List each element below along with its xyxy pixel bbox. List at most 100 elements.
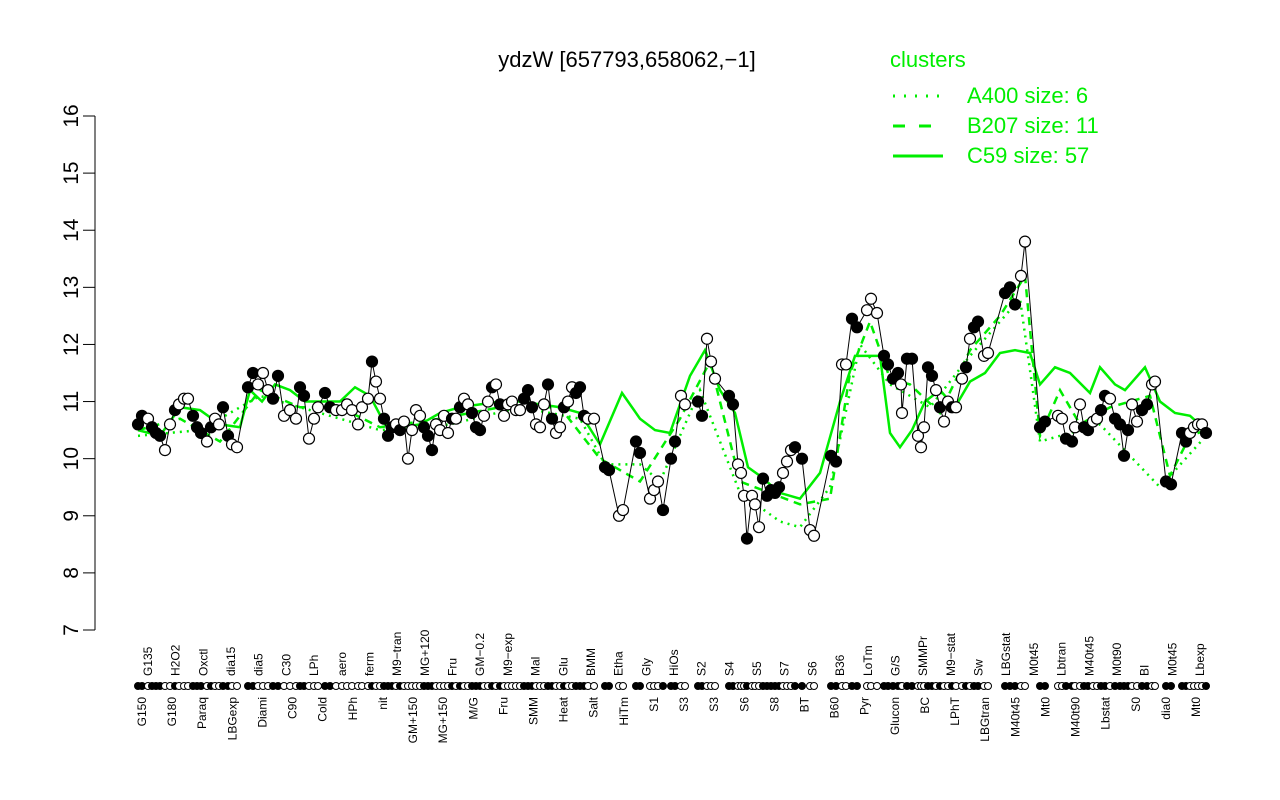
data-point [351, 418, 365, 431]
data-point [911, 429, 925, 442]
data-points [131, 235, 1213, 545]
data-point [413, 409, 427, 422]
data-point [850, 321, 864, 334]
x-tick-label: BMM [584, 648, 598, 676]
data-point [307, 412, 321, 425]
x-tick-label: Gly [639, 658, 653, 676]
data-point [1121, 424, 1135, 437]
data-point [541, 378, 555, 391]
data-point [256, 366, 270, 380]
data-point [441, 426, 455, 440]
data-point [929, 384, 943, 397]
y-tick-label: 14 [60, 218, 83, 242]
data-point [891, 366, 905, 380]
data-point [752, 521, 766, 534]
data-point [616, 503, 630, 517]
data-point [1117, 449, 1131, 462]
y-tick-label: 9 [60, 510, 83, 522]
data-point [521, 384, 535, 397]
data-point [678, 398, 692, 411]
data-point [513, 404, 527, 417]
data-point [1018, 235, 1032, 248]
data-point [917, 421, 931, 434]
y-tick-label: 10 [60, 447, 83, 470]
data-point [629, 435, 643, 448]
x-tick-label: Pyr [858, 697, 872, 715]
data-point [473, 424, 487, 437]
x-tick-label: Etha [612, 651, 626, 676]
data-point [905, 352, 919, 365]
data-point [401, 452, 415, 465]
data-point [740, 532, 754, 545]
x-tick-label: S6 [805, 661, 819, 676]
data-point [216, 401, 230, 414]
data-point [1003, 281, 1017, 294]
cluster-line-dashed [137, 272, 1207, 506]
x-tick-label: S6 [737, 697, 751, 712]
data-point [949, 401, 963, 414]
data-point [361, 392, 375, 405]
data-point [726, 398, 740, 411]
data-point [241, 381, 255, 394]
data-point [318, 386, 332, 400]
y-tick-label: 16 [60, 104, 83, 127]
data-point [573, 381, 587, 394]
data-point [369, 375, 383, 388]
x-tick-label: ferm [362, 652, 376, 676]
data-point [230, 441, 244, 454]
x-tick-label: S8 [767, 697, 781, 712]
x-tick-label: Glucon [888, 697, 902, 735]
data-point [525, 401, 539, 414]
y-tick-label: 8 [60, 567, 83, 579]
data-point [449, 412, 463, 425]
x-tick-label: nit [376, 696, 390, 709]
data-point [345, 404, 359, 417]
x-tick-label: S1 [647, 697, 661, 712]
x-tick-label: Lbtran [1055, 642, 1069, 676]
data-point [158, 444, 172, 457]
x-tick-label: C90 [286, 697, 300, 719]
data-point [271, 369, 285, 382]
x-tick-label: Fru [446, 658, 460, 676]
data-point [704, 355, 718, 368]
data-point [955, 372, 969, 385]
x-tick-label: dia5 [252, 653, 266, 676]
data-point [1130, 415, 1144, 428]
data-point [373, 392, 387, 405]
x-tick-label: Paraq [195, 697, 209, 729]
x-tick-label: G180 [165, 697, 179, 727]
data-point [895, 406, 909, 420]
x-tick-label: HPh [346, 697, 360, 720]
x-tick-label: M40t45 [1082, 636, 1096, 676]
x-tick-label: Sw [972, 659, 986, 676]
y-tick-label: 15 [60, 161, 83, 184]
data-point [266, 392, 280, 405]
x-tick-label: Lbexp [1193, 643, 1207, 676]
data-point [465, 406, 479, 420]
data-point [302, 432, 316, 445]
x-tick-label: SMMPr [916, 636, 930, 676]
data-point [212, 418, 226, 431]
y-tick-label: 7 [60, 624, 83, 636]
data-point [297, 389, 311, 402]
data-point [425, 444, 439, 457]
data-point [289, 412, 303, 425]
x-tick-label: M9−stat [944, 632, 958, 676]
data-point [181, 392, 195, 405]
data-point [1140, 398, 1154, 411]
x-tick-label: C30 [279, 654, 293, 676]
x-tick-label: M0t90 [1110, 642, 1124, 676]
data-point [537, 398, 551, 411]
x-tick-label: dia15 [224, 646, 238, 676]
data-point [1103, 392, 1117, 405]
x-tick-label: G135 [141, 646, 155, 676]
x-axis-labels: G135 H2O2 Oxctl dia15 dia5 C30 LPh aero ferm M9−t… [135, 629, 1207, 743]
data-point [1055, 412, 1069, 425]
x-tick-label: LBGexp [225, 697, 239, 741]
x-tick-label: dia0 [1159, 697, 1173, 720]
x-tick-label: BI [1138, 665, 1152, 676]
data-point [1014, 269, 1028, 283]
x-tick-label: G/S [888, 655, 902, 676]
x-tick-label: S3 [677, 697, 691, 712]
data-point [776, 466, 790, 480]
